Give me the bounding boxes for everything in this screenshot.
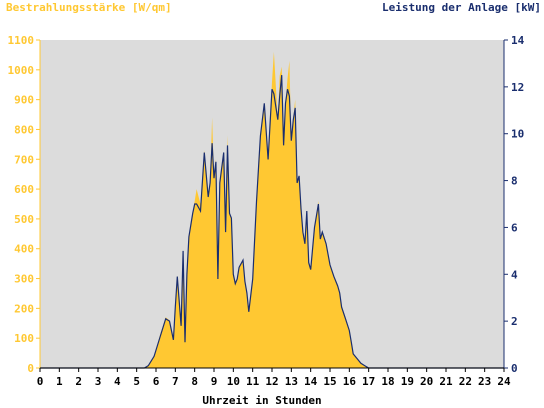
x-tick-label: 6 — [153, 375, 160, 388]
x-tick-label: 0 — [37, 375, 44, 388]
left-tick-label: 100 — [14, 332, 34, 345]
x-tick-label: 24 — [497, 375, 511, 388]
x-tick-label: 21 — [439, 375, 453, 388]
irradiance-area — [40, 51, 504, 369]
series-layer — [40, 51, 504, 369]
x-tick-label: 19 — [401, 375, 414, 388]
x-axis-title: Uhrzeit in Stunden — [202, 394, 321, 407]
x-tick-label: 15 — [323, 375, 336, 388]
left-tick-label: 900 — [14, 94, 34, 107]
x-tick-label: 23 — [478, 375, 491, 388]
right-tick-label: 4 — [511, 268, 518, 281]
x-tick-label: 18 — [381, 375, 394, 388]
x-tick-label: 1 — [56, 375, 63, 388]
x-tick-label: 3 — [95, 375, 102, 388]
right-axis-title: Leistung der Anlage [kW] — [382, 1, 541, 14]
left-tick-label: 200 — [14, 302, 34, 315]
x-tick-label: 14 — [304, 375, 318, 388]
left-axis-title: Bestrahlungsstärke [W/qm] — [6, 1, 172, 14]
left-tick-label: 0 — [27, 362, 34, 375]
right-tick-label: 6 — [511, 221, 518, 234]
right-tick-label: 10 — [511, 128, 524, 141]
x-tick-label: 13 — [285, 375, 298, 388]
x-tick-label: 8 — [191, 375, 198, 388]
x-tick-label: 11 — [246, 375, 260, 388]
right-tick-label: 8 — [511, 175, 518, 188]
left-tick-label: 1000 — [8, 64, 35, 77]
left-axis-ticks: 0 100 200 300 400 500 600 700 800 900 1000 1100 — [8, 34, 40, 375]
right-tick-label: 14 — [511, 34, 525, 47]
right-tick-label: 12 — [511, 81, 524, 94]
x-tick-label: 9 — [211, 375, 218, 388]
left-tick-label: 800 — [14, 123, 34, 136]
x-tick-label: 20 — [420, 375, 433, 388]
left-tick-label: 700 — [14, 153, 34, 166]
x-axis-ticks: 0 1 2 3 4 5 6 7 8 9 10 11 12 13 14 15 16 17 18 19 20 21 22 23 24 — [37, 368, 511, 388]
right-axis-ticks: 0 2 4 6 8 10 12 14 — [504, 34, 525, 375]
right-tick-label: 0 — [511, 362, 518, 375]
x-tick-label: 2 — [75, 375, 82, 388]
power-line — [40, 75, 504, 369]
left-tick-label: 1100 — [8, 34, 35, 47]
left-tick-label: 600 — [14, 183, 34, 196]
left-tick-label: 400 — [14, 243, 34, 256]
x-tick-label: 16 — [343, 375, 357, 388]
x-tick-label: 17 — [362, 375, 375, 388]
x-tick-label: 12 — [265, 375, 278, 388]
right-tick-label: 2 — [511, 315, 518, 328]
x-tick-label: 7 — [172, 375, 179, 388]
x-tick-label: 4 — [114, 375, 121, 388]
x-tick-label: 22 — [459, 375, 472, 388]
x-tick-label: 10 — [227, 375, 240, 388]
left-tick-label: 500 — [14, 213, 34, 226]
left-tick-label: 300 — [14, 273, 34, 286]
x-tick-label: 5 — [133, 375, 140, 388]
